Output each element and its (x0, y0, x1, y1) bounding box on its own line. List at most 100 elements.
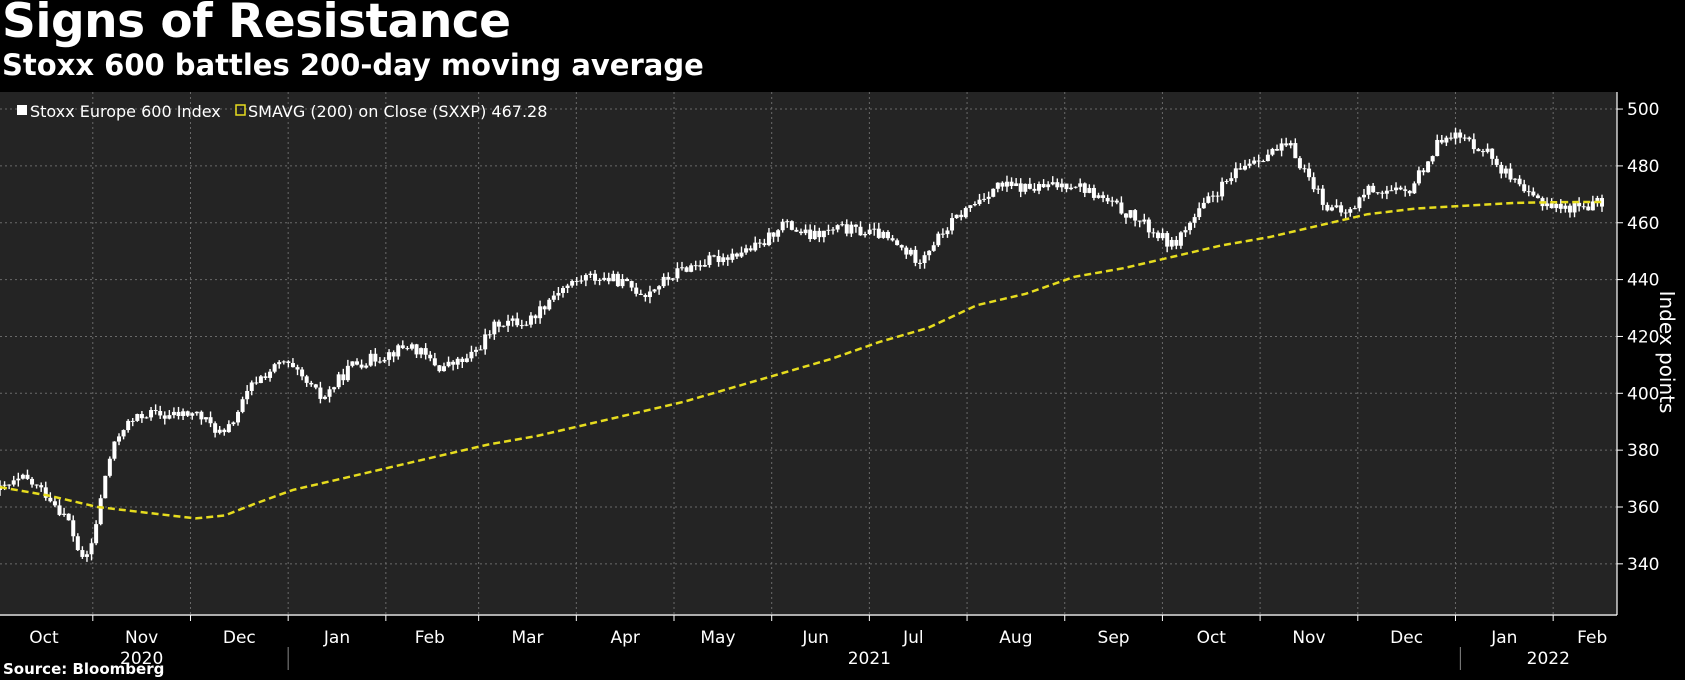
x-tick-label: Jan (1490, 628, 1517, 648)
ohlc-body (1023, 183, 1028, 192)
ohlc-body (753, 242, 758, 251)
ohlc-body (1320, 188, 1325, 205)
ohlc-body (1435, 139, 1440, 157)
ohlc-bar (1169, 237, 1174, 250)
ohlc-bar (1101, 191, 1106, 203)
ohlc-bar (895, 238, 900, 246)
ohlc-bar (776, 229, 781, 242)
ohlc-body (258, 376, 263, 383)
ohlc-body (863, 234, 868, 236)
ohlc-body (400, 345, 405, 349)
ohlc-bar (1375, 192, 1380, 195)
ohlc-bar (808, 224, 813, 242)
gridlines (0, 92, 1617, 615)
ohlc-bar (780, 218, 785, 233)
ohlc-bar (1558, 199, 1563, 214)
ohlc-bar (171, 407, 176, 419)
ohlc-bar (419, 347, 424, 359)
x-tick-label: Feb (415, 628, 445, 648)
ohlc-bar (1522, 179, 1527, 193)
ohlc-bar (1055, 178, 1060, 190)
ohlc-bar (423, 343, 428, 360)
ohlc-body (1462, 137, 1467, 139)
ohlc-bar (730, 248, 735, 263)
ohlc-body (1421, 170, 1426, 173)
ohlc-body (849, 224, 854, 234)
legend-swatch-sma (235, 104, 246, 116)
ohlc-bar (1462, 134, 1467, 142)
ohlc-body (1114, 200, 1119, 203)
ohlc-body (547, 299, 552, 310)
x-tick-label: Feb (1577, 628, 1607, 648)
ohlc-body (510, 318, 515, 321)
ohlc-body (1101, 195, 1106, 198)
ohlc-bar (336, 371, 341, 390)
ohlc-body (382, 359, 387, 362)
ohlc-body (1448, 137, 1453, 139)
ohlc-body (812, 230, 817, 240)
ohlc-body (345, 365, 350, 381)
ohlc-body (766, 232, 771, 246)
ohlc-body (1494, 158, 1499, 165)
ohlc-bar (71, 515, 76, 542)
ohlc-bar (1288, 140, 1293, 149)
ohlc-bar (510, 315, 515, 327)
ohlc-bar (1174, 236, 1179, 250)
ohlc-body (84, 554, 89, 557)
ohlc-bar (1275, 144, 1280, 151)
ohlc-bar (858, 221, 863, 236)
ohlc-bar (597, 278, 602, 286)
ohlc-body (519, 325, 524, 327)
ohlc-body (80, 550, 85, 557)
ohlc-body (721, 257, 726, 263)
ohlc-bar (409, 342, 414, 351)
ohlc-body (226, 424, 231, 433)
ohlc-body (1096, 195, 1101, 198)
ohlc-bar (286, 360, 291, 368)
ohlc-body (1590, 201, 1595, 211)
ohlc-bar (528, 312, 533, 328)
ohlc-bar (643, 293, 648, 302)
ohlc-body (1490, 148, 1495, 159)
ohlc-bar (318, 381, 323, 404)
ohlc-bar (556, 287, 561, 301)
ohlc-body (1275, 149, 1280, 151)
ohlc-bar (881, 230, 886, 239)
ohlc-bar (1009, 177, 1014, 190)
ohlc-bar (533, 314, 538, 324)
ohlc-bar (203, 417, 208, 423)
ohlc-body (240, 399, 245, 412)
ohlc-body (602, 277, 607, 280)
ohlc-bar (611, 270, 616, 282)
ohlc-body (441, 366, 446, 372)
ohlc-body (707, 255, 712, 265)
ohlc-bar (39, 482, 44, 492)
ohlc-body (1467, 137, 1472, 140)
ohlc-bar (48, 492, 53, 503)
ohlc-bar (478, 345, 483, 351)
ohlc-body (885, 231, 890, 239)
ohlc-body (776, 230, 781, 237)
ohlc-body (149, 410, 154, 418)
ohlc-body (817, 230, 822, 238)
ohlc-bar (922, 251, 927, 269)
ohlc-bar (300, 367, 305, 381)
ohlc-body (1046, 184, 1051, 188)
ohlc-body (1201, 202, 1206, 209)
ohlc-bar (1563, 201, 1568, 213)
ohlc-body (716, 256, 721, 263)
ohlc-body (1531, 191, 1536, 196)
ohlc-body (368, 353, 373, 366)
ohlc-body (1339, 205, 1344, 213)
ohlc-bar (936, 231, 941, 247)
ohlc-bar (1554, 201, 1559, 213)
ohlc-bar (1105, 194, 1110, 205)
ohlc-body (304, 376, 309, 383)
ohlc-body (748, 248, 753, 251)
ohlc-bar (469, 345, 474, 362)
ohlc-body (117, 436, 122, 442)
ohlc-body (638, 293, 643, 295)
ohlc-body (478, 349, 483, 351)
ohlc-body (1037, 183, 1042, 191)
ohlc-body (1412, 183, 1417, 194)
